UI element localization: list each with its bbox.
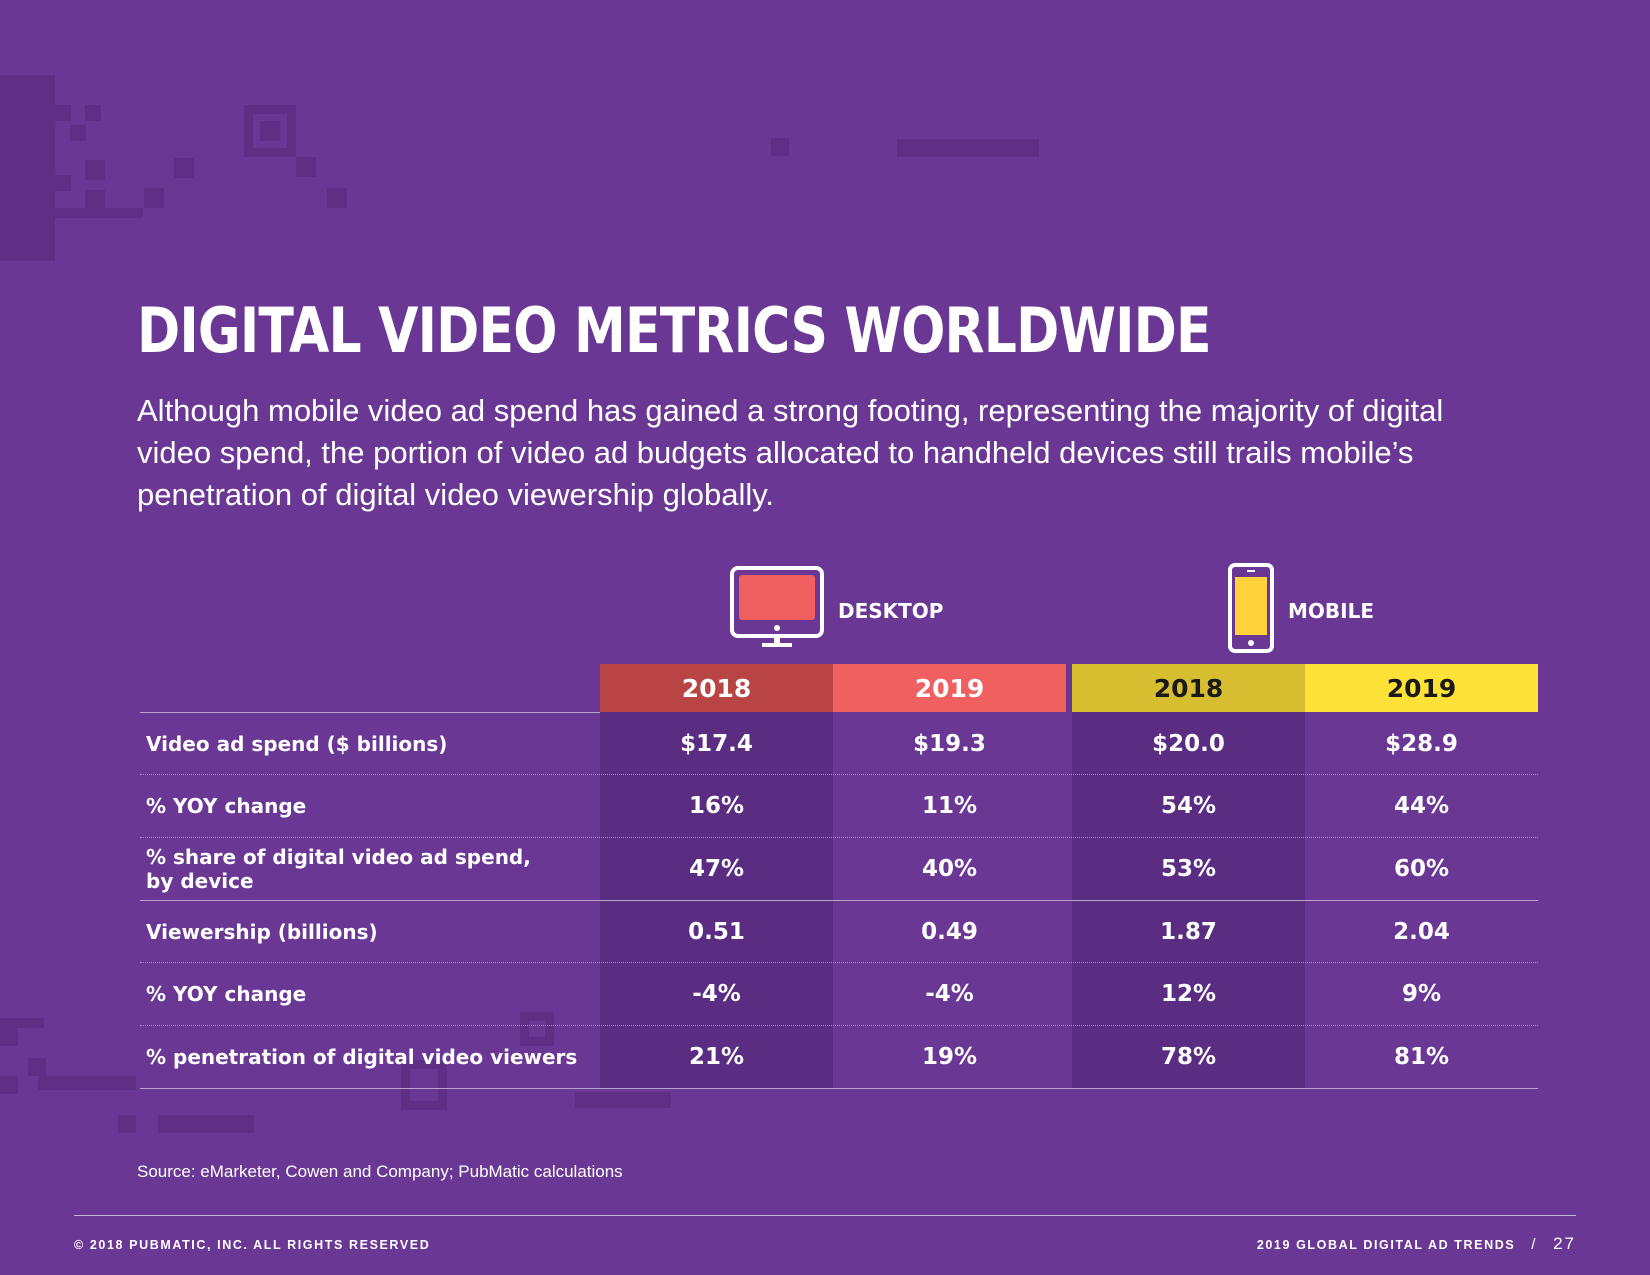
cell-value: 16% bbox=[688, 793, 745, 819]
page-number: 27 bbox=[1553, 1234, 1576, 1253]
cell-value: $17.4 bbox=[680, 730, 753, 757]
desktop-monitor-icon bbox=[730, 566, 824, 655]
cell-value: 60% bbox=[1393, 856, 1450, 882]
row-label: % YOY change bbox=[146, 982, 307, 1006]
cell-value: 9% bbox=[1401, 981, 1442, 1007]
mobile-label: MOBILE bbox=[1288, 598, 1374, 623]
table-bottom-rule bbox=[140, 1088, 1538, 1089]
section-divider bbox=[140, 900, 1538, 901]
desktop-label: DESKTOP bbox=[838, 598, 944, 623]
footer-separator: / bbox=[1531, 1236, 1538, 1253]
row-label: Viewership (billions) bbox=[146, 919, 378, 944]
source-note: Source: eMarketer, Cowen and Company; Pu… bbox=[137, 1162, 623, 1181]
device-desktop-header: DESKTOP bbox=[730, 566, 943, 655]
cell-value: 40% bbox=[921, 856, 978, 882]
copyright-text: © 2018 PUBMATIC, INC. ALL RIGHTS RESERVE… bbox=[74, 1238, 431, 1252]
cell-value: 1.87 bbox=[1160, 918, 1217, 945]
cell-value: 53% bbox=[1160, 856, 1217, 882]
row-label: % share of digital video ad spend, by de… bbox=[146, 845, 531, 893]
cell-value: 0.51 bbox=[688, 918, 745, 945]
table-top-rule bbox=[140, 712, 600, 713]
row-label: Video ad spend ($ billions) bbox=[146, 731, 448, 756]
row-divider bbox=[140, 1025, 1538, 1026]
year-header-desktop-2019: 2019 bbox=[833, 664, 1066, 712]
cell-value: $20.0 bbox=[1152, 730, 1225, 757]
footer-right: 2019 GLOBAL DIGITAL AD TRENDS / 27 bbox=[1257, 1234, 1576, 1254]
cell-value: $28.9 bbox=[1385, 730, 1458, 757]
year-header-mobile-2018: 2018 bbox=[1072, 664, 1305, 712]
footer-rule bbox=[74, 1215, 1576, 1216]
row-divider bbox=[140, 837, 1538, 838]
cell-value: 11% bbox=[921, 793, 978, 819]
mobile-phone-icon bbox=[1228, 563, 1274, 658]
cell-value: $19.3 bbox=[913, 730, 986, 757]
table-row: % penetration of digital video viewers 2… bbox=[140, 1026, 1538, 1088]
cell-value: 2.04 bbox=[1393, 918, 1450, 945]
cell-value: 81% bbox=[1393, 1044, 1450, 1070]
row-divider bbox=[140, 774, 1538, 775]
year-header-desktop-2018: 2018 bbox=[600, 664, 833, 712]
cell-value: 0.49 bbox=[921, 918, 978, 945]
cell-value: 78% bbox=[1160, 1044, 1217, 1070]
table-row: % YOY change -4% -4% 12% 9% bbox=[140, 963, 1538, 1025]
row-label: % penetration of digital video viewers bbox=[146, 1045, 578, 1069]
year-header-mobile-2019: 2019 bbox=[1305, 664, 1538, 712]
table-row: % share of digital video ad spend, by de… bbox=[140, 838, 1538, 900]
row-divider bbox=[140, 962, 1538, 963]
cell-value: 47% bbox=[688, 856, 745, 882]
cell-value: -4% bbox=[925, 981, 974, 1007]
cell-value: 19% bbox=[921, 1044, 978, 1070]
cell-value: 44% bbox=[1393, 793, 1450, 819]
table-row: Video ad spend ($ billions) $17.4 $19.3 … bbox=[140, 713, 1538, 774]
cell-value: 12% bbox=[1160, 981, 1217, 1007]
table-row: % YOY change 16% 11% 54% 44% bbox=[140, 775, 1538, 837]
cell-value: -4% bbox=[692, 981, 741, 1007]
table-row: Viewership (billions) 0.51 0.49 1.87 2.0… bbox=[140, 901, 1538, 962]
cell-value: 54% bbox=[1160, 793, 1217, 819]
cell-value: 21% bbox=[688, 1044, 745, 1070]
device-mobile-header: MOBILE bbox=[1228, 563, 1374, 658]
page-title: DIGITAL VIDEO METRICS WORLDWIDE bbox=[137, 294, 1212, 367]
intro-paragraph: Although mobile video ad spend has gaine… bbox=[137, 393, 1444, 512]
report-title: 2019 GLOBAL DIGITAL AD TRENDS bbox=[1256, 1238, 1516, 1252]
row-label: % YOY change bbox=[146, 794, 307, 818]
